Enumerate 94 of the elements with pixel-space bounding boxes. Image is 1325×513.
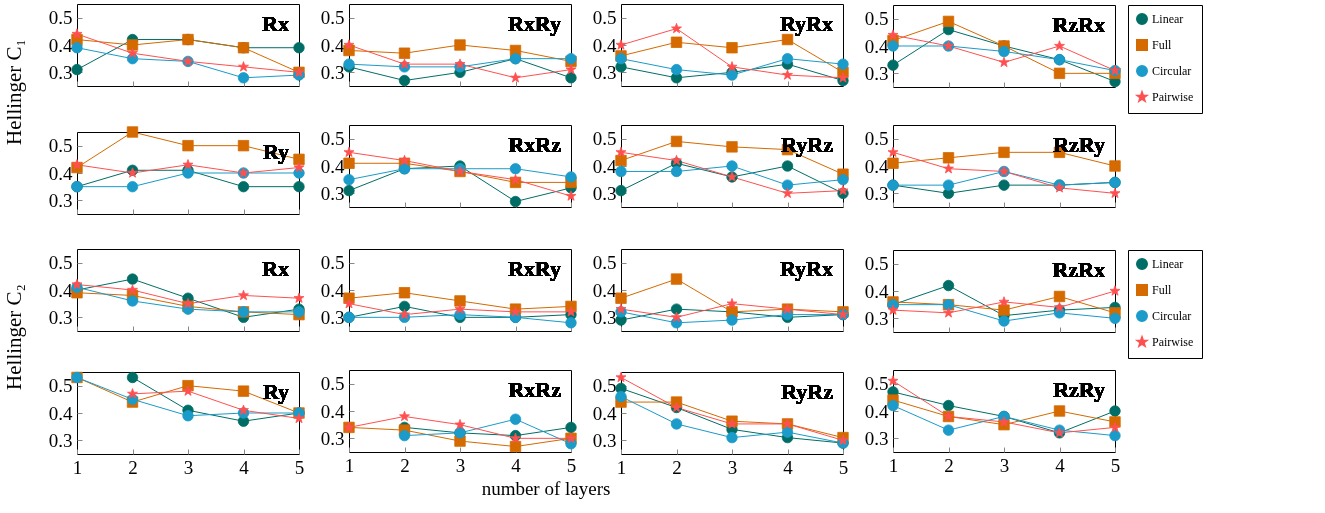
- x-tick-label: 4: [511, 454, 522, 476]
- chart-title: RxRz: [508, 132, 562, 157]
- chart-title: RzRx: [1052, 12, 1105, 37]
- y-axis-title: Hellinger C₂: [1, 284, 27, 390]
- y-tick-label: 0.5: [320, 128, 345, 150]
- chart-title: RyRz: [781, 379, 834, 404]
- y-tick-label: 0.4: [592, 34, 617, 56]
- y-tick-label: 0.5: [320, 373, 345, 395]
- x-axis-title: number of layers: [481, 478, 611, 500]
- y-tick-label: 0.5: [592, 7, 617, 29]
- y-tick-label: 0.3: [864, 182, 889, 204]
- chart-title: RzRy: [1053, 132, 1105, 157]
- legend-label: Full: [1152, 38, 1173, 52]
- y-tick-label: 0.4: [48, 402, 73, 424]
- legend-label: Circular: [1152, 309, 1192, 323]
- y-tick-label: 0.5: [48, 7, 73, 29]
- y-tick-label: 0.4: [320, 34, 345, 56]
- chart-title: RzRx: [1052, 257, 1105, 282]
- x-tick-label: 2: [400, 454, 410, 476]
- y-tick-label: 0.3: [48, 306, 73, 328]
- x-tick-label: 5: [1110, 454, 1121, 476]
- x-tick-label: 4: [783, 456, 794, 478]
- x-tick-label: 1: [344, 454, 355, 476]
- y-tick-label: 0.5: [864, 373, 889, 395]
- y-tick-label: 0.5: [592, 252, 617, 274]
- x-tick-label: 5: [838, 456, 849, 478]
- x-tick-label: 2: [672, 456, 682, 478]
- legend-label: Full: [1152, 283, 1173, 297]
- legend-label: Linear: [1152, 12, 1184, 26]
- chart-title: Rx: [262, 11, 289, 36]
- x-tick-label: 5: [294, 456, 305, 478]
- y-tick-label: 0.3: [592, 61, 617, 83]
- x-tick-label: 1: [888, 454, 899, 476]
- chart-title: RxRy: [507, 256, 561, 281]
- y-tick-label: 0.5: [320, 252, 345, 274]
- y-tick-label: 0.4: [48, 279, 73, 301]
- x-tick-label: 1: [72, 456, 83, 478]
- y-tick-label: 0.5: [592, 128, 617, 150]
- chart-title: RxRy: [507, 11, 561, 36]
- x-tick-label: 3: [727, 456, 738, 478]
- y-tick-label: 0.3: [864, 427, 889, 449]
- y-tick-label: 0.5: [864, 128, 889, 150]
- y-tick-label: 0.4: [864, 280, 889, 302]
- y-tick-label: 0.3: [48, 61, 73, 83]
- legend-label: Circular: [1152, 64, 1192, 78]
- y-tick-label: 0.4: [864, 400, 889, 422]
- legend-label: Pairwise: [1152, 90, 1194, 104]
- y-tick-label: 0.5: [864, 253, 889, 275]
- chart-title: Ry: [262, 379, 289, 404]
- y-tick-label: 0.3: [320, 306, 345, 328]
- y-tick-label: 0.4: [48, 34, 73, 56]
- y-tick-label: 0.3: [48, 429, 73, 451]
- y-tick-label: 0.4: [864, 155, 889, 177]
- y-tick-label: 0.3: [592, 429, 617, 451]
- y-tick-label: 0.3: [864, 307, 889, 329]
- y-tick-label: 0.4: [320, 155, 345, 177]
- x-tick-label: 3: [455, 454, 466, 476]
- y-tick-label: 0.4: [320, 400, 345, 422]
- chart-title: RyRx: [779, 11, 833, 36]
- y-tick-label: 0.3: [592, 306, 617, 328]
- x-tick-label: 3: [999, 454, 1010, 476]
- x-tick-label: 2: [944, 454, 954, 476]
- x-tick-label: 2: [128, 456, 138, 478]
- y-tick-label: 0.4: [48, 162, 73, 184]
- y-tick-label: 0.4: [592, 279, 617, 301]
- legend-label: Linear: [1152, 257, 1184, 271]
- legend-label: Pairwise: [1152, 335, 1194, 349]
- y-tick-label: 0.5: [48, 375, 73, 397]
- x-tick-label: 5: [566, 454, 577, 476]
- y-tick-label: 0.3: [320, 427, 345, 449]
- x-tick-label: 4: [239, 456, 250, 478]
- chart-title: RyRz: [781, 132, 834, 157]
- y-tick-label: 0.5: [592, 375, 617, 397]
- y-axis-title: Hellinger C₁: [1, 39, 27, 145]
- y-tick-label: 0.5: [320, 7, 345, 29]
- y-tick-label: 0.3: [320, 182, 345, 204]
- y-tick-label: 0.3: [320, 61, 345, 83]
- y-tick-label: 0.4: [320, 279, 345, 301]
- y-tick-label: 0.3: [592, 182, 617, 204]
- chart-title: RxRz: [508, 377, 562, 402]
- y-tick-label: 0.5: [864, 8, 889, 30]
- x-tick-label: 3: [183, 456, 194, 478]
- y-tick-label: 0.4: [592, 155, 617, 177]
- chart-title: RzRy: [1053, 377, 1105, 402]
- chart-title: RyRx: [779, 256, 833, 281]
- y-tick-label: 0.3: [864, 62, 889, 84]
- chart-title: Rx: [262, 256, 289, 281]
- y-tick-label: 0.5: [48, 135, 73, 157]
- y-tick-label: 0.3: [48, 189, 73, 211]
- x-tick-label: 1: [616, 456, 627, 478]
- y-tick-label: 0.5: [48, 252, 73, 274]
- x-tick-label: 4: [1055, 454, 1066, 476]
- y-tick-label: 0.4: [864, 35, 889, 57]
- y-tick-label: 0.4: [592, 402, 617, 424]
